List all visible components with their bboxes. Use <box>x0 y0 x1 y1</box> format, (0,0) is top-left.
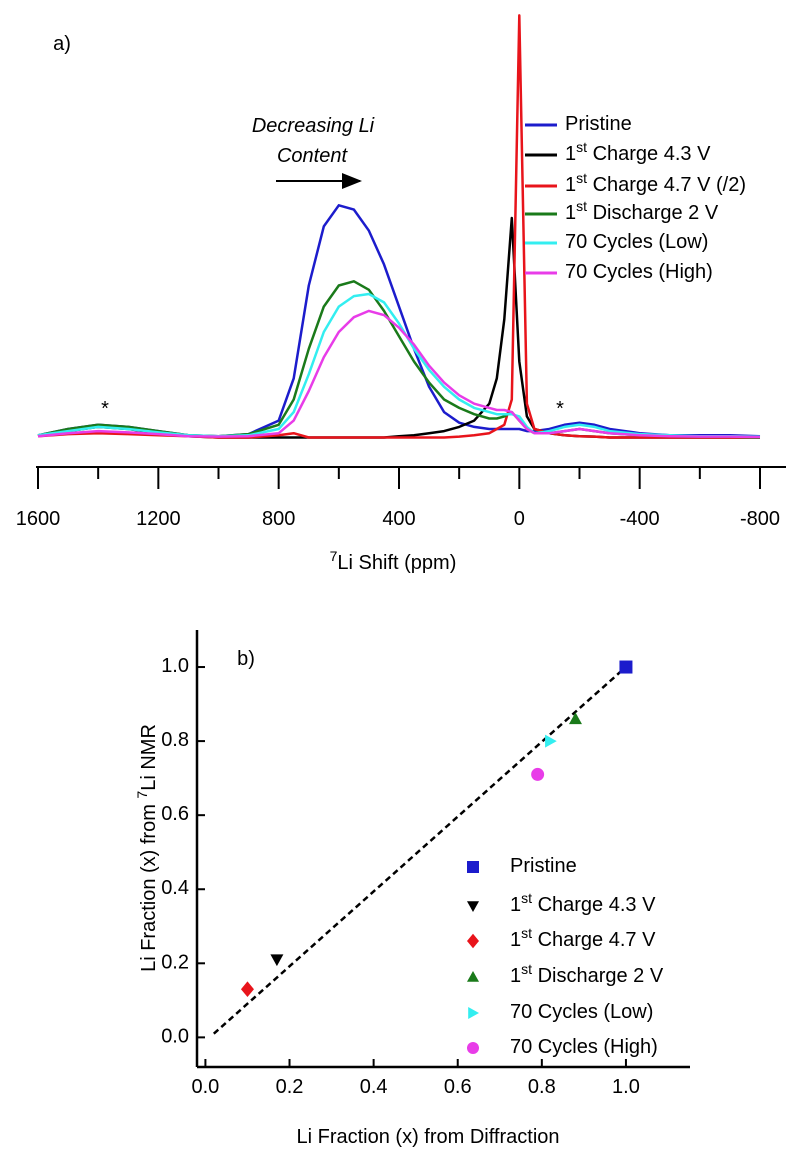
x-tick-label: 0.4 <box>360 1076 388 1098</box>
y-tick-label: 1.0 <box>161 655 189 677</box>
x-tick-label: 1600 <box>16 508 61 530</box>
x-tick-label: 0.8 <box>528 1076 556 1098</box>
x-tick-label: 1.0 <box>612 1076 640 1098</box>
legend-label: 1st Charge 4.7 V (/2) <box>565 170 746 197</box>
panel-label: b) <box>237 648 255 670</box>
legend-marker <box>467 861 479 873</box>
x-tick-label: 400 <box>382 508 415 530</box>
legend-label: 70 Cycles (High) <box>565 261 713 283</box>
y-tick-label: 0.2 <box>161 952 189 974</box>
data-point <box>531 767 545 781</box>
legend-label: 70 Cycles (High) <box>510 1036 658 1058</box>
spectrum-line <box>37 292 761 438</box>
legend-marker <box>468 1007 479 1019</box>
y-tick-label: 0.0 <box>161 1026 189 1048</box>
spectrum-line <box>37 309 761 439</box>
legend-label: 1st Charge 4.3 V <box>565 139 711 166</box>
legend-marker <box>467 901 479 912</box>
legend-label: 1st Charge 4.3 V <box>510 890 656 917</box>
y-axis-label: Li Fraction (x) from 7Li NMR <box>134 724 161 972</box>
annotation: Decreasing Li <box>252 115 375 137</box>
data-point <box>619 660 633 674</box>
x-tick-label: 800 <box>262 508 295 530</box>
x-tick-label: 0 <box>514 508 525 530</box>
spectrum-line <box>37 14 760 439</box>
legend-label: 1st Discharge 2 V <box>510 961 664 988</box>
x-axis-label: 7Li Shift (ppm) <box>330 548 457 575</box>
x-tick-label: 0.6 <box>444 1076 472 1098</box>
data-point <box>545 734 557 748</box>
legend-label: Pristine <box>565 113 632 135</box>
legend-label: 70 Cycles (Low) <box>565 231 708 253</box>
peak-marker: * <box>101 398 109 420</box>
legend-marker <box>467 1042 479 1054</box>
x-axis-label: Li Fraction (x) from Diffraction <box>296 1126 559 1148</box>
legend-marker <box>467 933 479 949</box>
legend-label: 1st Charge 4.7 V <box>510 925 656 952</box>
x-tick-label: 0.0 <box>192 1076 220 1098</box>
x-tick-label: -400 <box>620 508 660 530</box>
annotation: Content <box>277 145 348 167</box>
data-point <box>270 954 284 967</box>
panel-label: a) <box>53 33 71 55</box>
data-point <box>240 981 254 998</box>
x-tick-label: 1200 <box>136 508 181 530</box>
y-tick-label: 0.4 <box>161 878 189 900</box>
x-tick-label: -800 <box>740 508 780 530</box>
x-tick-label: 0.2 <box>276 1076 304 1098</box>
legend-label: 70 Cycles (Low) <box>510 1001 653 1023</box>
data-point <box>568 712 582 725</box>
peak-marker: * <box>556 398 564 420</box>
fit-line <box>212 666 627 1035</box>
y-tick-label: 0.8 <box>161 729 189 751</box>
legend-label: 1st Discharge 2 V <box>565 198 719 225</box>
y-tick-label: 0.6 <box>161 803 189 825</box>
legend-marker <box>467 971 479 982</box>
legend-label: Pristine <box>510 855 577 877</box>
